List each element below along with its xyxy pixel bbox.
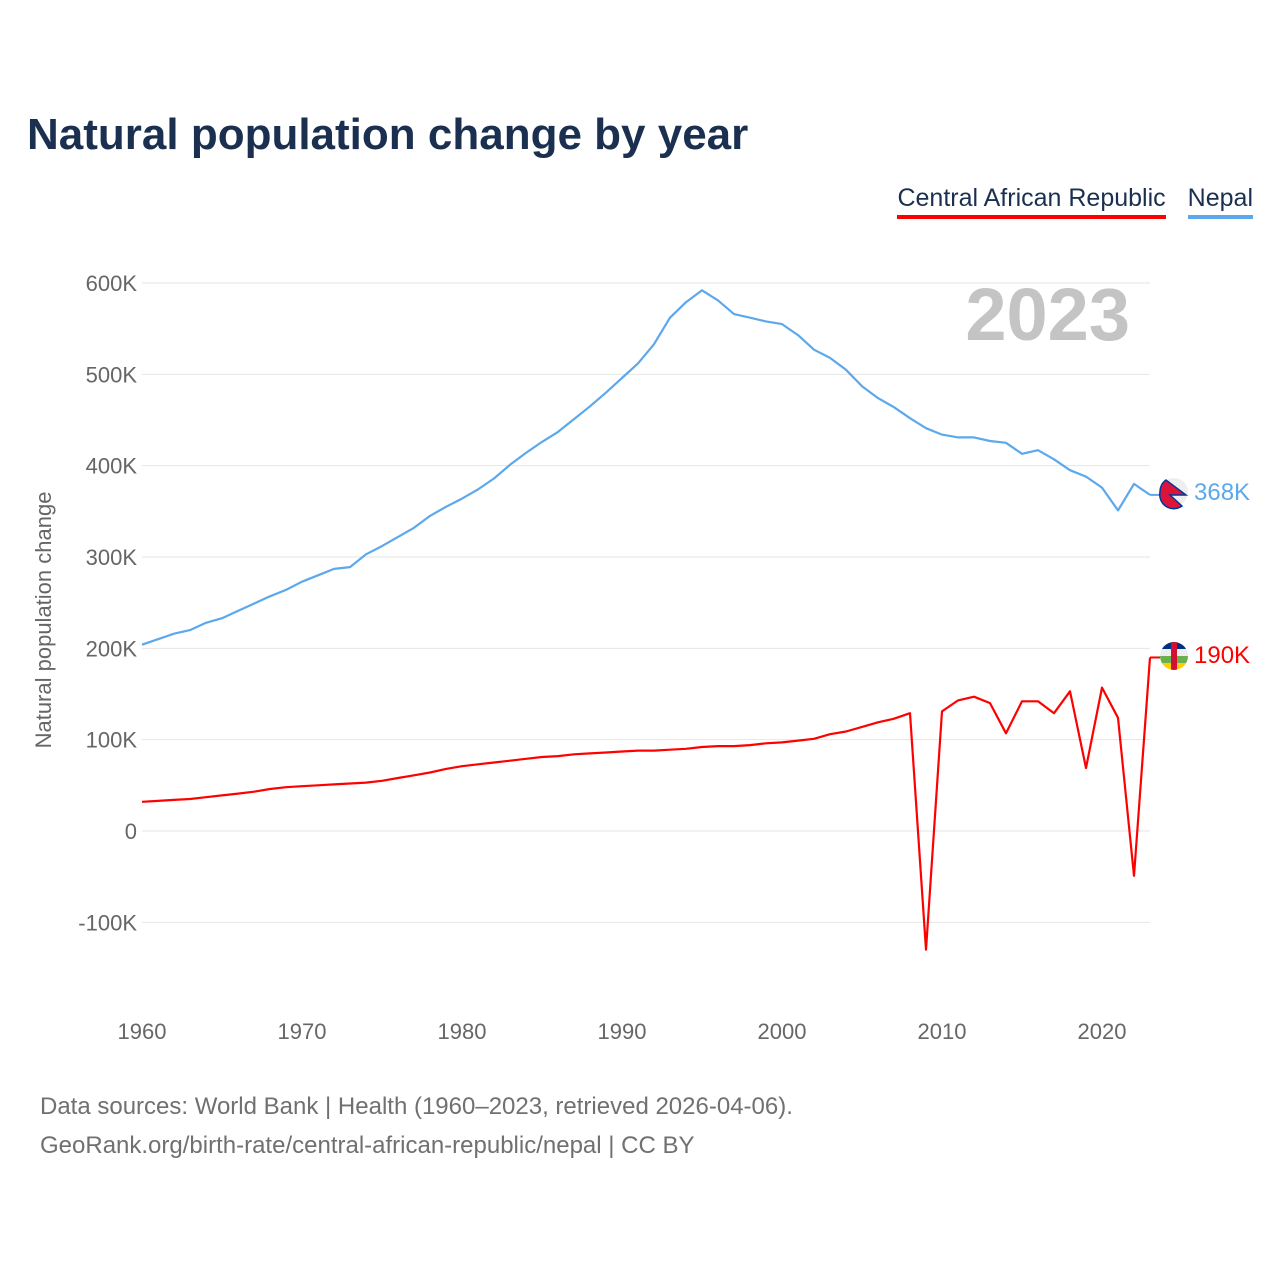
data-source-text: Data sources: World Bank | Health (1960–… <box>40 1093 793 1120</box>
legend: Central African Republic Nepal <box>897 184 1253 219</box>
series-line-nepal <box>141 289 1151 646</box>
car-end-label: 190K <box>1194 642 1250 669</box>
x-tick-label: 1980 <box>438 1019 487 1044</box>
series-line-central-african-republic <box>141 657 1152 951</box>
nepal-flag-icon <box>1158 478 1189 510</box>
source-url-text: GeoRank.org/birth-rate/central-african-r… <box>40 1132 695 1159</box>
footer: Data sources: World Bank | Health (1960–… <box>40 1087 793 1165</box>
y-tick-label: 100K <box>86 728 138 753</box>
legend-item-central-african-republic[interactable]: Central African Republic <box>897 184 1166 219</box>
x-tick-label: 1990 <box>598 1019 647 1044</box>
x-tick-label: 2020 <box>1078 1019 1127 1044</box>
y-tick-label: 600K <box>86 271 138 296</box>
y-tick-label: 500K <box>86 362 138 387</box>
y-tick-label: 300K <box>86 545 138 570</box>
central-african-republic-flag-icon <box>1160 642 1188 670</box>
x-tick-label: 2000 <box>758 1019 807 1044</box>
x-tick-label: 1970 <box>278 1019 327 1044</box>
x-tick-label: 1960 <box>118 1019 167 1044</box>
x-tick-label: 2010 <box>918 1019 967 1044</box>
y-axis-label: Natural population change <box>31 492 56 749</box>
y-tick-label: 0 <box>125 819 137 844</box>
y-tick-label: -100K <box>78 910 137 935</box>
nepal-end-label: 368K <box>1194 479 1250 506</box>
y-tick-label: 200K <box>86 636 138 661</box>
y-tick-label: 400K <box>86 454 138 479</box>
legend-item-nepal[interactable]: Nepal <box>1187 184 1253 219</box>
chart-title: Natural population change by year <box>27 110 749 159</box>
year-watermark: 2023 <box>965 273 1130 356</box>
